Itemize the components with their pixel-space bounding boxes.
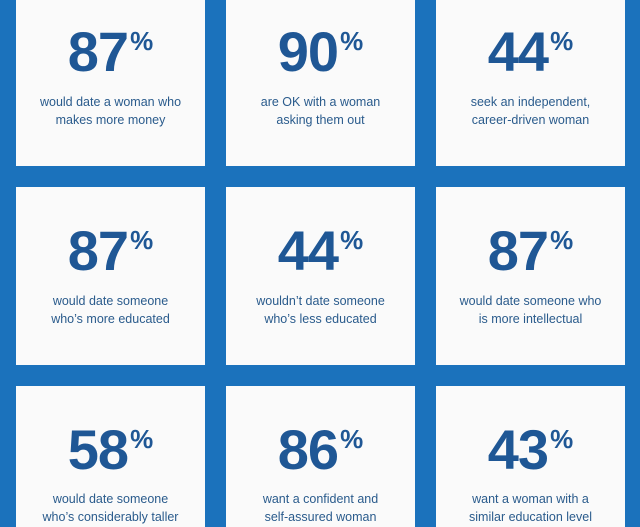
stat-description-line: want a woman with a	[472, 492, 589, 506]
stat-description-line: would date someone who	[459, 294, 602, 308]
stat-value: 87	[487, 219, 549, 282]
stat-value: 87	[67, 20, 129, 83]
stat-value: 86	[277, 418, 339, 481]
stat-description: would date a woman who makes more money	[22, 93, 199, 129]
stat-description-line: who’s considerably taller	[42, 510, 179, 524]
stat-value: 44	[277, 219, 339, 282]
stat-description-line: who’s more educated	[51, 312, 170, 326]
stat-unit: %	[130, 424, 154, 454]
stat-unit: %	[550, 424, 574, 454]
stat-card: 87% would date a woman who makes more mon…	[16, 0, 205, 166]
stat-unit: %	[130, 225, 154, 255]
stat-value: 43	[487, 418, 549, 481]
stat-description: would date someone who’s considerably tal…	[22, 490, 199, 526]
stat-card: 90% are OK with a woman asking them out	[226, 0, 415, 166]
stat-description-line: want a confident and	[262, 492, 379, 506]
stat-description: are OK with a woman asking them out	[232, 93, 409, 129]
stat-unit: %	[550, 26, 574, 56]
stat-description-line: would date a woman who	[39, 95, 182, 109]
stat-figure: 87%	[16, 221, 205, 281]
stat-description-line: who’s less educated	[264, 312, 377, 326]
stat-card: 86% want a confident and self-assured wom…	[226, 386, 415, 527]
stat-figure: 86%	[226, 420, 415, 480]
stat-description-line: career-driven woman	[471, 113, 590, 127]
stat-figure: 90%	[226, 22, 415, 82]
stat-card: 87% would date someone who is more intell…	[436, 187, 625, 365]
stat-value: 87	[67, 219, 129, 282]
stat-description-line: would date someone	[52, 492, 169, 506]
stat-figure: 87%	[436, 221, 625, 281]
stat-card: 87% would date someone who’s more educate…	[16, 187, 205, 365]
stat-value: 90	[277, 20, 339, 83]
stat-description-line: self-assured woman	[264, 510, 377, 524]
stat-value: 44	[487, 20, 549, 83]
stat-figure: 87%	[16, 22, 205, 82]
stat-unit: %	[340, 225, 364, 255]
stat-figure: 44%	[436, 22, 625, 82]
stat-description-line: similar education level	[469, 510, 592, 524]
stat-figure: 58%	[16, 420, 205, 480]
stat-description-line: asking them out	[276, 113, 365, 127]
stat-figure: 44%	[226, 221, 415, 281]
stat-card: 58% would date someone who’s considerably…	[16, 386, 205, 527]
stat-unit: %	[340, 26, 364, 56]
stat-description-line: would date someone	[52, 294, 169, 308]
stat-card: 44% wouldn’t date someone who’s less educ…	[226, 187, 415, 365]
stat-description-line: makes more money	[55, 113, 166, 127]
stat-description-line: seek an independent,	[470, 95, 591, 109]
stat-description: would date someone who is more intellectu…	[442, 292, 619, 328]
stat-description: want a woman with a similar education lev…	[442, 490, 619, 526]
stat-figure: 43%	[436, 420, 625, 480]
stat-description: seek an independent, career-driven woman	[442, 93, 619, 129]
stat-description-line: wouldn’t date someone	[256, 294, 385, 308]
stat-card: 44% seek an independent, career-driven wo…	[436, 0, 625, 166]
stat-description-line: is more intellectual	[478, 312, 583, 326]
stat-card: 43% want a woman with a similar education…	[436, 386, 625, 527]
stat-description: want a confident and self-assured woman	[232, 490, 409, 526]
stat-description: wouldn’t date someone who’s less educated	[232, 292, 409, 328]
stat-unit: %	[130, 26, 154, 56]
stat-description-line: are OK with a woman	[260, 95, 381, 109]
stat-description: would date someone who’s more educated	[22, 292, 199, 328]
stat-unit: %	[340, 424, 364, 454]
stat-unit: %	[550, 225, 574, 255]
stat-value: 58	[67, 418, 129, 481]
